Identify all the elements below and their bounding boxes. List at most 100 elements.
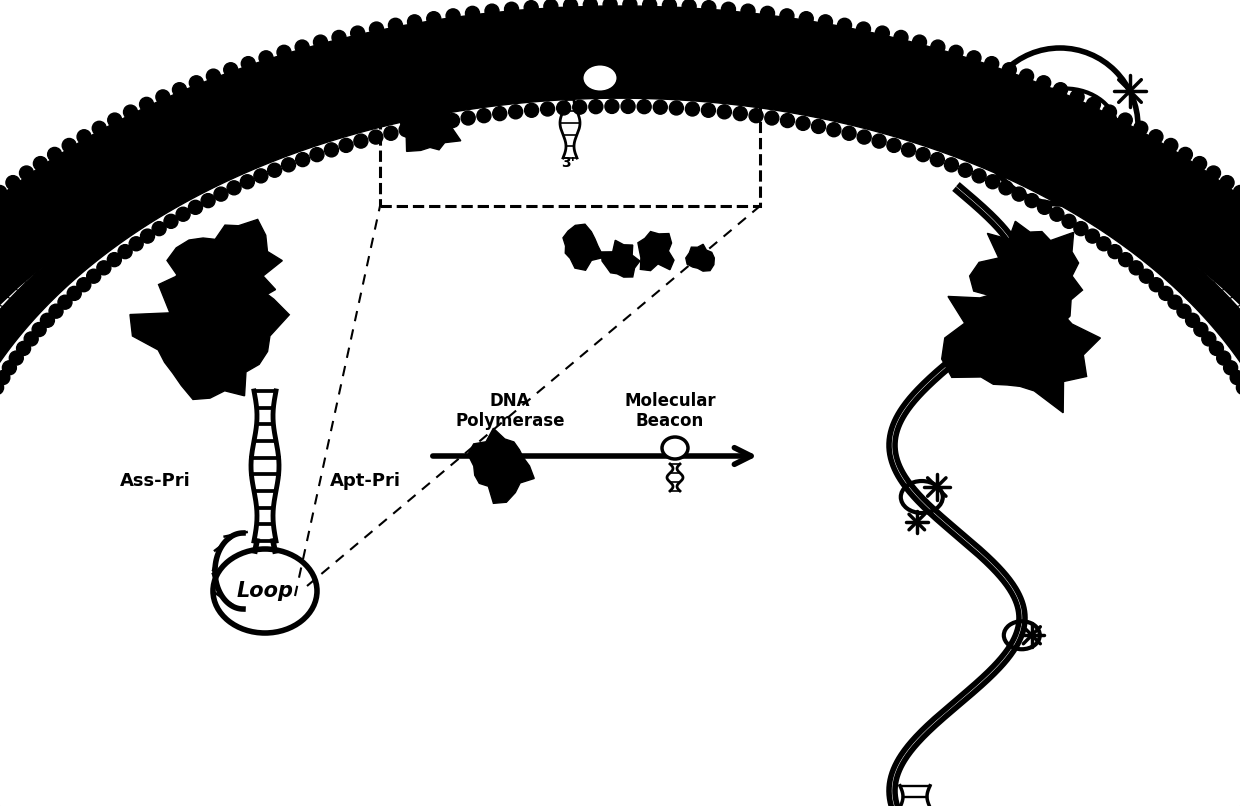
Circle shape (653, 100, 667, 114)
Circle shape (77, 130, 91, 143)
Circle shape (702, 103, 715, 118)
Ellipse shape (0, 91, 1240, 806)
Circle shape (1102, 105, 1116, 119)
Circle shape (1216, 351, 1231, 365)
Circle shape (325, 143, 339, 157)
Circle shape (97, 261, 110, 275)
Circle shape (749, 109, 763, 123)
Circle shape (718, 105, 732, 118)
Circle shape (430, 116, 444, 131)
Circle shape (733, 106, 748, 121)
Circle shape (1234, 185, 1240, 199)
Circle shape (164, 214, 179, 228)
Circle shape (818, 15, 832, 29)
Circle shape (465, 6, 480, 20)
Circle shape (1074, 222, 1087, 235)
Circle shape (800, 12, 813, 26)
Circle shape (47, 147, 62, 161)
Circle shape (557, 101, 570, 115)
Circle shape (796, 116, 810, 131)
Circle shape (399, 123, 413, 137)
Text: Molecular
Beacon: Molecular Beacon (624, 392, 715, 430)
Circle shape (544, 0, 558, 14)
Circle shape (388, 19, 403, 32)
Circle shape (227, 181, 241, 195)
Circle shape (87, 269, 100, 283)
Polygon shape (0, 73, 1240, 400)
Circle shape (857, 22, 870, 36)
Circle shape (25, 332, 38, 346)
Circle shape (1107, 245, 1122, 259)
Circle shape (268, 164, 281, 177)
Circle shape (77, 278, 91, 292)
Circle shape (172, 83, 186, 97)
Circle shape (281, 158, 295, 172)
Circle shape (108, 252, 122, 267)
Circle shape (485, 4, 498, 19)
Circle shape (259, 51, 273, 64)
Circle shape (67, 286, 82, 301)
Text: Ass-Pri: Ass-Pri (119, 472, 191, 490)
Circle shape (118, 245, 133, 259)
Circle shape (780, 9, 794, 23)
Circle shape (92, 121, 107, 135)
Circle shape (887, 139, 901, 152)
Circle shape (1019, 69, 1034, 83)
Circle shape (295, 40, 309, 54)
Circle shape (901, 143, 915, 157)
Polygon shape (130, 260, 289, 400)
Circle shape (384, 127, 398, 140)
Circle shape (2, 361, 16, 375)
Text: 3': 3' (560, 156, 575, 170)
Circle shape (0, 371, 10, 384)
Circle shape (765, 111, 779, 125)
Circle shape (58, 295, 72, 310)
Circle shape (1236, 380, 1240, 395)
Circle shape (445, 114, 460, 127)
Polygon shape (686, 244, 714, 271)
Circle shape (541, 102, 554, 116)
Circle shape (1149, 130, 1163, 143)
Circle shape (913, 35, 926, 49)
Circle shape (1070, 90, 1084, 104)
Circle shape (1050, 207, 1064, 221)
Ellipse shape (0, 6, 1240, 806)
Circle shape (945, 158, 959, 172)
Circle shape (986, 175, 999, 189)
Text: Apt-Pri: Apt-Pri (330, 472, 401, 490)
Circle shape (949, 45, 963, 60)
Ellipse shape (582, 64, 618, 92)
Text: 3': 3' (467, 81, 482, 95)
Circle shape (1149, 278, 1163, 292)
Polygon shape (167, 219, 283, 340)
Circle shape (129, 237, 143, 251)
Circle shape (215, 187, 228, 202)
Circle shape (1220, 176, 1234, 189)
Circle shape (760, 6, 775, 20)
Text: Loop: Loop (237, 581, 294, 601)
Polygon shape (467, 428, 534, 503)
Circle shape (1207, 166, 1220, 180)
Circle shape (156, 90, 170, 104)
Circle shape (1118, 252, 1132, 267)
Polygon shape (601, 240, 640, 277)
Circle shape (837, 19, 852, 32)
Circle shape (1194, 322, 1208, 337)
Circle shape (525, 1, 538, 15)
Circle shape (446, 9, 460, 23)
Circle shape (1038, 201, 1052, 214)
Circle shape (223, 63, 238, 77)
Circle shape (999, 181, 1013, 195)
Circle shape (370, 22, 383, 36)
Circle shape (1164, 139, 1178, 152)
Circle shape (461, 111, 475, 125)
Ellipse shape (213, 549, 317, 633)
Circle shape (573, 100, 587, 114)
Circle shape (682, 0, 696, 14)
Circle shape (176, 207, 190, 221)
Circle shape (1177, 304, 1190, 318)
Circle shape (1202, 332, 1215, 346)
Circle shape (1037, 76, 1050, 89)
Circle shape (1140, 269, 1153, 283)
Circle shape (525, 103, 538, 118)
